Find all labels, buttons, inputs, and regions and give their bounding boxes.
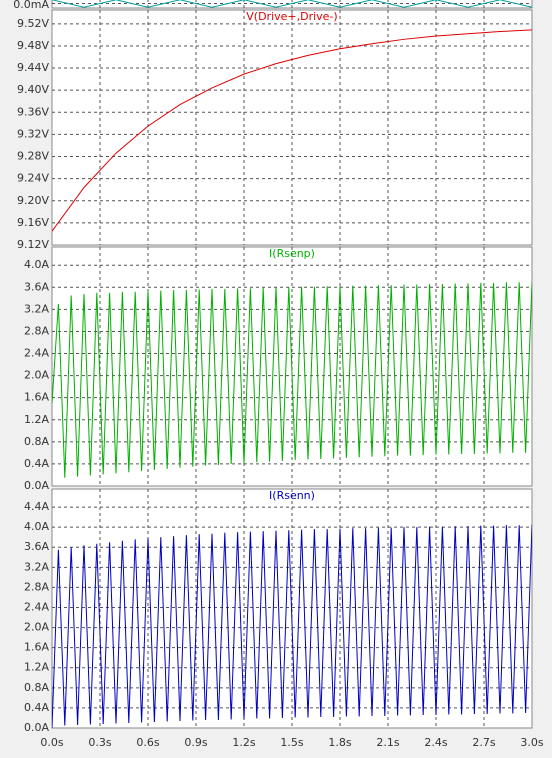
y-tick-label: 1.6A (24, 391, 49, 404)
x-tick-label: 1.5s (280, 736, 303, 749)
y-tick-label: 9.32V (17, 127, 49, 140)
y-tick-label: 3.2A (24, 560, 49, 573)
y-tick-label: 9.36V (17, 105, 49, 118)
y-tick-label: 0.0A (24, 721, 49, 734)
y-tick-label: 9.24V (17, 172, 49, 185)
plot-area (51, 488, 533, 729)
trace (52, 524, 532, 728)
y-tick-label: 1.6A (24, 641, 49, 654)
y-tick-label: 4.0A (24, 520, 49, 533)
x-tick-label: 2.4s (424, 736, 447, 749)
x-tick-label: 2.1s (376, 736, 399, 749)
panel: 0.0A 0.4A 0.8A 1.2A 1.6A 2.0A 2.4A 2.8A 3.2A 3.6A… (24, 246, 533, 492)
y-tick-label: 1.2A (24, 661, 49, 674)
y-tick-label: 2.4A (24, 347, 49, 360)
y-tick-label: 9.48V (17, 39, 49, 52)
panel: 9.12V 9.16V 9.20V 9.24V 9.28V 9.32V 9.36V 9.40V… (17, 9, 533, 251)
y-tick-label: 3.6A (24, 280, 49, 293)
y-tick-label: 0.0mA (13, 0, 49, 11)
y-tick-label: 2.0A (24, 621, 49, 634)
y-tick-label: 9.28V (17, 150, 49, 163)
y-tick-label: 0.8A (24, 681, 49, 694)
y-tick-label: 2.8A (24, 580, 49, 593)
y-tick-label: 0.8A (24, 435, 49, 448)
trace (52, 0, 532, 8)
y-tick-label: 4.4A (24, 500, 49, 513)
x-tick-label: 1.8s (328, 736, 351, 749)
y-tick-label: 0.0A (24, 479, 49, 492)
y-tick-label: 9.16V (17, 216, 49, 229)
y-tick-label: 0.4A (24, 701, 49, 714)
y-tick-label: 1.2A (24, 413, 49, 426)
trace-name: I(Rsenp) (269, 247, 315, 260)
panel: 0.0A 0.4A 0.8A 1.2A 1.6A 2.0A 2.4A 2.8A 3.2A 3.6A… (24, 488, 533, 734)
x-tick-label: 0.0s (40, 736, 63, 749)
plot-area (51, 9, 533, 246)
x-tick-label: 0.6s (136, 736, 159, 749)
trace (52, 29, 532, 232)
y-tick-label: 2.0A (24, 369, 49, 382)
y-tick-label: 2.8A (24, 324, 49, 337)
y-tick-label: 9.40V (17, 83, 49, 96)
y-tick-label: 2.4A (24, 600, 49, 613)
x-tick-label: 1.2s (232, 736, 255, 749)
x-tick-label: 3.0s (520, 736, 543, 749)
x-tick-label: 0.3s (88, 736, 111, 749)
y-tick-label: 3.2A (24, 302, 49, 315)
y-tick-label: 9.44V (17, 61, 49, 74)
x-tick-label: 0.9s (184, 736, 207, 749)
trace (52, 281, 532, 478)
trace-name: V(Drive+,Drive-) (246, 10, 337, 23)
y-tick-label: 0.4A (24, 457, 49, 470)
x-tick-label: 2.7s (472, 736, 495, 749)
y-tick-label: 3.6A (24, 540, 49, 553)
y-tick-label: 9.20V (17, 194, 49, 207)
y-tick-label: 9.52V (17, 17, 49, 30)
y-tick-label: 9.12V (17, 238, 49, 251)
y-tick-label: 4.0A (24, 258, 49, 271)
trace-name: I(Rsenn) (269, 489, 315, 502)
panel: 0.0mA (13, 0, 533, 11)
